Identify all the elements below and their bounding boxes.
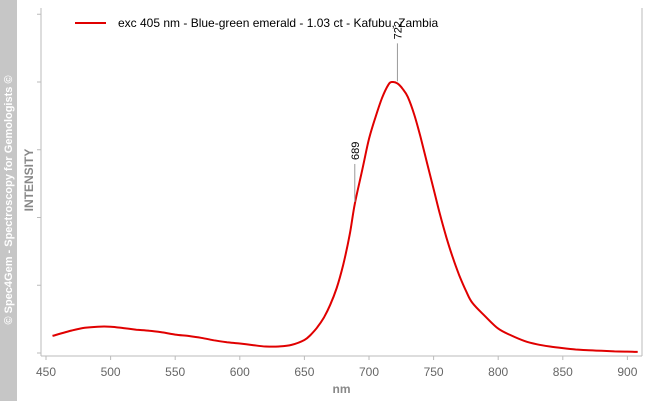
watermark-band: © Spec4Gem - Spectroscopy for Gemologist… <box>0 0 17 401</box>
x-tick-label: 550 <box>165 365 185 379</box>
y-ticks <box>37 13 41 354</box>
legend-label: exc 405 nm - Blue-green emerald - 1.03 c… <box>118 16 438 30</box>
legend: exc 405 nm - Blue-green emerald - 1.03 c… <box>75 16 438 30</box>
peak-label: 722 <box>392 21 404 39</box>
x-tick-label: 450 <box>36 365 56 379</box>
axes <box>40 8 643 357</box>
x-tick-label: 850 <box>553 365 573 379</box>
peak-label: 689 <box>350 142 362 160</box>
x-ticks: 450 500 550 600 650 700 750 800 850 900 <box>36 356 638 379</box>
x-tick-label: 650 <box>294 365 314 379</box>
y-axis-title: INTENSITY <box>22 149 36 212</box>
x-axis-title: nm <box>333 382 351 396</box>
x-tick-label: 700 <box>359 365 379 379</box>
x-tick-label: 600 <box>230 365 250 379</box>
x-tick-label: 500 <box>101 365 121 379</box>
plot-area <box>52 80 638 353</box>
x-tick-label: 750 <box>424 365 444 379</box>
x-tick-label: 900 <box>617 365 637 379</box>
x-tick-label: 800 <box>488 365 508 379</box>
peak-annotations: 689 722 <box>350 21 404 202</box>
series-line <box>52 80 638 353</box>
